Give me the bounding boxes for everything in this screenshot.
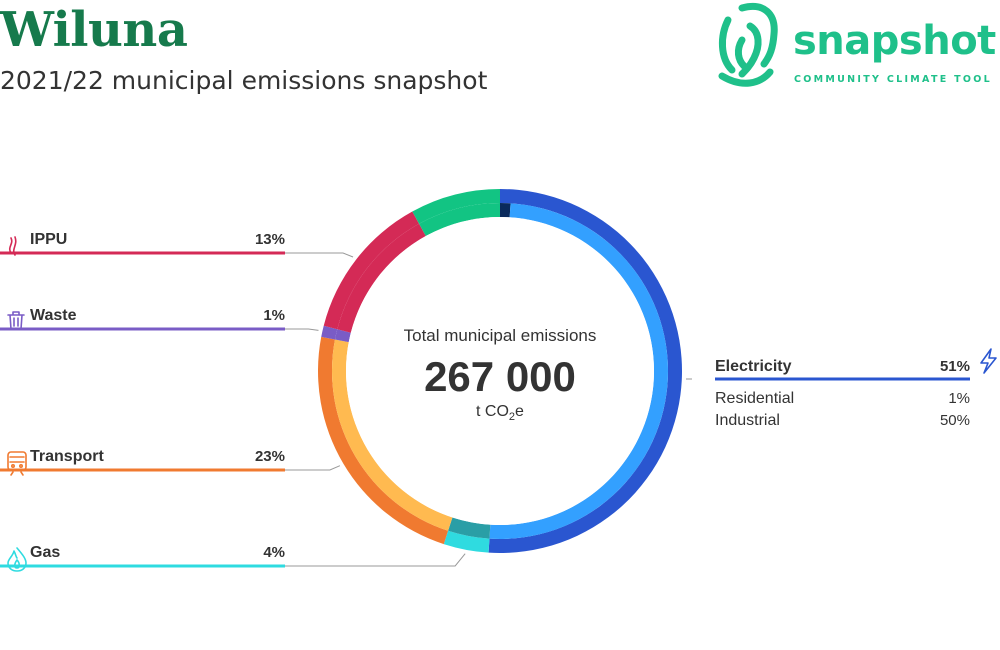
callout-percent-ippu: 13% [255, 231, 285, 248]
center-label: Total municipal emissions [404, 326, 597, 345]
inner-slice-transport-0 [332, 339, 453, 531]
smoke-icon [8, 236, 17, 256]
donut-slice-gas [443, 530, 490, 553]
subcategory-label-industrial: Industrial [715, 412, 780, 429]
callout-label-gas: Gas [30, 544, 60, 561]
total-emissions-value: 267 000 [424, 353, 576, 400]
leader-line-ippu [285, 252, 354, 258]
donut-hole [346, 217, 654, 525]
callout-percent-gas: 4% [263, 544, 285, 561]
callout-percent-electricity: 51% [940, 358, 970, 375]
inner-slice-waste-0 [334, 329, 351, 343]
bin-icon [7, 311, 25, 330]
callout-label-waste: Waste [30, 307, 77, 324]
subcategory-label-residential: Residential [715, 390, 794, 407]
donut-slice-waste [321, 325, 338, 340]
subcategory-percent-industrial: 50% [940, 412, 970, 429]
callout-percent-waste: 1% [263, 307, 285, 324]
brand-name: snapshot [793, 18, 996, 64]
inner-slice-residential [500, 203, 511, 218]
callout-percent-transport: 23% [255, 448, 285, 465]
fingerprint-icon [718, 3, 778, 87]
callout-label-electricity: Electricity [715, 358, 792, 375]
leader-line-gas [285, 553, 466, 567]
lightning-icon [980, 348, 997, 374]
emissions-unit: t CO2e [476, 403, 524, 423]
train-icon [7, 451, 27, 476]
inner-slice-ippu-0 [337, 223, 426, 333]
callout-gas: Gas 4% [0, 544, 285, 572]
page-title: Wiluna [0, 2, 188, 58]
donut-slice-segment-5 [412, 189, 500, 224]
donut-slice-ippu [323, 211, 420, 330]
inner-slice-gas-0 [448, 517, 491, 539]
callout-waste: Waste 1% [0, 307, 285, 331]
brand-logo: snapshot COMMUNITY CLIMATE TOOL [712, 0, 1000, 92]
chart-center: Total municipal emissions 267 000 t CO2e [404, 326, 597, 423]
leader-line-transport [285, 465, 341, 471]
page-subtitle: 2021/22 municipal emissions snapshot [0, 66, 488, 95]
leader-line-waste [285, 328, 319, 331]
callout-electricity: Electricity 51% Residential 1% Industrial 50% [715, 348, 997, 429]
inner-slice-segment-5-0 [419, 203, 500, 237]
flame-icon [7, 547, 27, 572]
donut-slice-transport [318, 336, 449, 545]
callout-label-transport: Transport [30, 448, 104, 465]
brand-tagline: COMMUNITY CLIMATE TOOL [794, 74, 993, 85]
callout-label-ippu: IPPU [30, 231, 67, 248]
callout-transport: Transport 23% [0, 448, 285, 476]
callout-ippu: IPPU 13% [0, 231, 285, 256]
subcategory-percent-residential: 1% [948, 390, 970, 407]
